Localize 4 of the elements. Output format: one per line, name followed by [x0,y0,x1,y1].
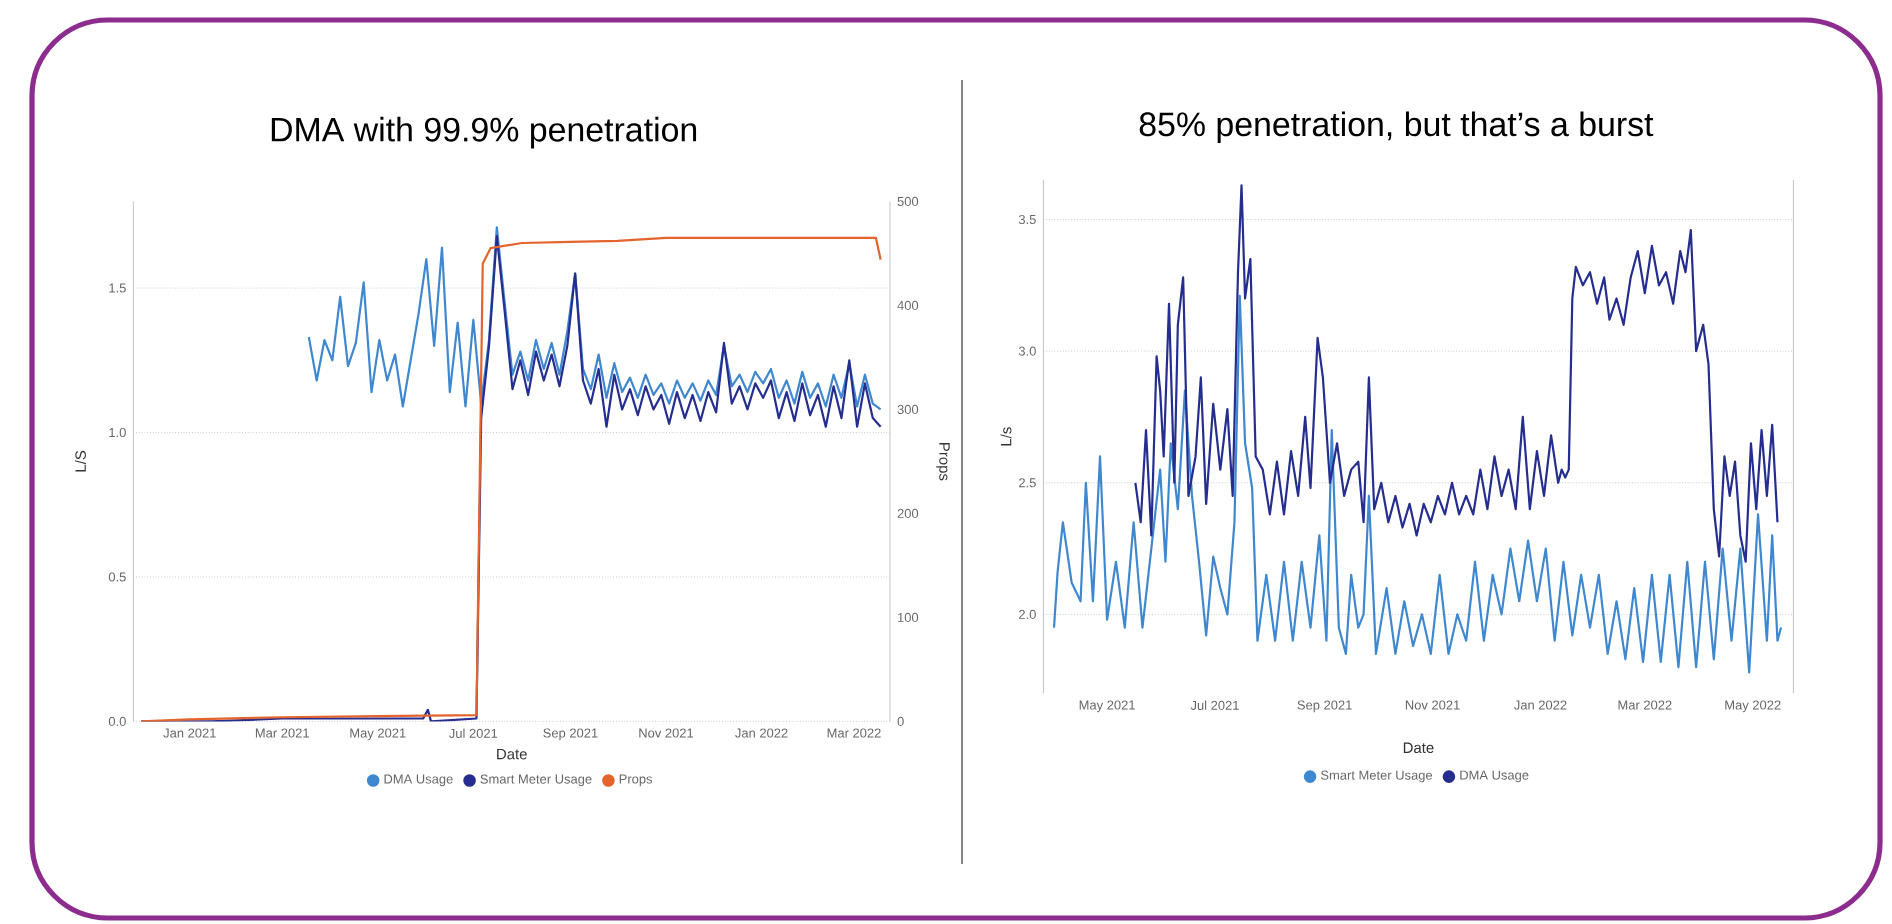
line-series [1134,184,1779,563]
chart-title: DMA with 99.9% penetration [271,116,697,149]
line-series [307,226,882,411]
chart-title: 85% penetration, but that’s a burst [1139,111,1654,144]
